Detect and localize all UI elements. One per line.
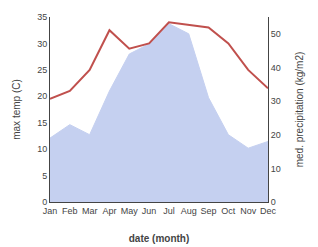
svg-text:40: 40 [271,63,281,73]
svg-text:Mar: Mar [82,206,98,216]
svg-text:Sep: Sep [201,206,217,216]
svg-text:10: 10 [271,164,281,174]
svg-text:date (month): date (month) [129,233,190,244]
svg-text:May: May [121,206,139,216]
svg-text:20: 20 [271,130,281,140]
svg-text:0: 0 [271,197,276,207]
svg-text:Nov: Nov [240,206,257,216]
svg-text:30: 30 [271,96,281,106]
svg-text:25: 25 [37,65,47,75]
svg-text:35: 35 [37,12,47,22]
svg-text:20: 20 [37,91,47,101]
svg-text:Feb: Feb [62,206,78,216]
svg-text:0: 0 [42,197,47,207]
svg-text:max temp (C): max temp (C) [11,79,22,140]
svg-text:30: 30 [37,39,47,49]
svg-text:Jan: Jan [43,206,58,216]
svg-text:50: 50 [271,29,281,39]
svg-text:Oct: Oct [221,206,236,216]
svg-text:Aug: Aug [181,206,197,216]
svg-text:10: 10 [37,144,47,154]
svg-text:Jul: Jul [163,206,175,216]
svg-text:5: 5 [42,171,47,181]
svg-text:Jun: Jun [142,206,157,216]
svg-text:med. precipitation (kg/m2): med. precipitation (kg/m2) [294,52,305,168]
svg-text:Apr: Apr [102,206,116,216]
svg-text:Dec: Dec [260,206,277,216]
svg-text:15: 15 [37,118,47,128]
